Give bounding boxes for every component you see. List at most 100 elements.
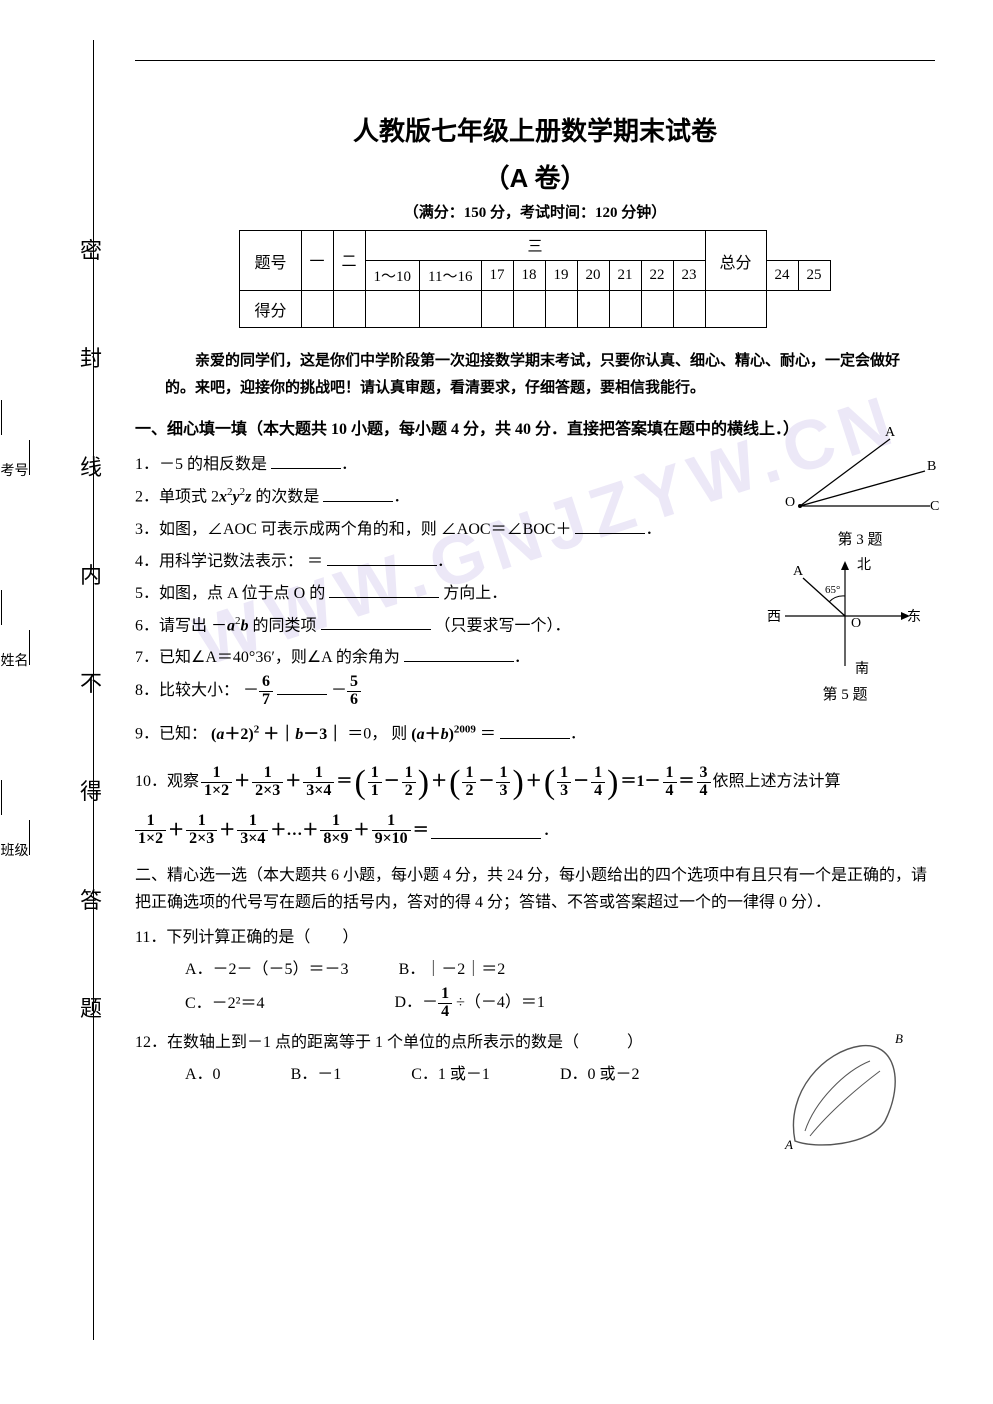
- section-header: 二: [333, 231, 365, 291]
- greeting-text: 亲爱的同学们，这是你们中学阶段第一次迎接数学期末考试，只要你认真、细心、精心、耐…: [135, 348, 935, 416]
- score-cell: [513, 291, 545, 328]
- svg-text:A: A: [784, 1137, 793, 1151]
- total-header: 总分: [705, 231, 766, 291]
- range-cell: 11～16: [420, 261, 481, 291]
- answer-blank: [321, 614, 431, 630]
- score-cell: [577, 291, 609, 328]
- q9-text-a: 9．已知：: [135, 726, 207, 743]
- q7-text-b: A＝40°36′，则: [205, 649, 306, 666]
- score-cell: [365, 291, 420, 328]
- answer-blank: [404, 646, 514, 662]
- score-cell: [420, 291, 481, 328]
- q6-text-c: （只要求写一个）．: [435, 617, 571, 634]
- range-cell: 18: [513, 261, 545, 291]
- q11-stem: 11．下列计算正确的是（ ）: [135, 929, 358, 946]
- answer-blank: [575, 518, 645, 534]
- q7-text-c: A 的余角为: [321, 649, 400, 666]
- question-7: 7．已知∠A＝40°36′，则∠A 的余角为 ．: [135, 642, 935, 674]
- row-label: 题号: [240, 231, 301, 291]
- student-info-sidebar: 考号 姓名 班级: [0, 400, 30, 860]
- answer-blank: [431, 823, 541, 839]
- binding-char: 密: [80, 240, 102, 262]
- q1-text: 1．－5 的相反数是: [135, 456, 267, 473]
- q9-text-c: ＝: [480, 726, 500, 743]
- option-b: B．｜－2｜＝2: [399, 954, 506, 986]
- option-d: D．－14 ÷（－4）＝1: [394, 986, 544, 1021]
- answer-blank: [323, 486, 393, 502]
- range-cell: 17: [481, 261, 513, 291]
- answer-blank: [500, 723, 570, 739]
- q10-text-a: 10．观察: [135, 772, 199, 791]
- q5-text-b: 方向上．: [443, 585, 507, 602]
- answer-blank: [271, 453, 341, 469]
- range-cell: 23: [673, 261, 705, 291]
- question-8: 8．比较大小： －67 －56: [135, 674, 935, 709]
- score-cell: [301, 291, 333, 328]
- q6-text-b: 的同类项: [253, 617, 317, 634]
- fraction: 67: [259, 674, 273, 709]
- score-cell: [545, 291, 577, 328]
- question-10: 10．观察 11×2＋ 12×3＋ 13×4＝ (11－12)＋ (12－13)…: [135, 765, 935, 848]
- range-cell: 19: [545, 261, 577, 291]
- option-c: C．1 或－1: [411, 1059, 490, 1091]
- score-cell: [333, 291, 365, 328]
- score-cell: [705, 291, 766, 328]
- section-header: 三: [365, 231, 705, 261]
- option-b: B．－1: [291, 1059, 342, 1091]
- student-name-label: 姓名: [1, 590, 30, 670]
- range-cell: 20: [577, 261, 609, 291]
- exam-content: 人教版七年级上册数学期末试卷 （A 卷） （满分：150 分，考试时间：120 …: [135, 60, 935, 1091]
- question-6: 6．请写出 －a2b 的同类项 （只要求写一个）．: [135, 610, 935, 642]
- class-label: 班级: [1, 780, 30, 860]
- question-11: 11．下列计算正确的是（ ）: [135, 922, 935, 954]
- range-cell: 24: [766, 261, 798, 291]
- section-header: 一: [301, 231, 333, 291]
- question-5: 5．如图，点 A 位于点 O 的 方向上．: [135, 578, 935, 610]
- option-d: D．0 或－2: [560, 1059, 640, 1091]
- row-label: 得分: [240, 291, 301, 328]
- fraction: 56: [347, 674, 361, 709]
- binding-char: 得: [80, 781, 102, 803]
- q2-text-a: 2．单项式 2: [135, 489, 219, 506]
- section2-head: 二、精心选一选（本大题共 6 小题，每小题 4 分，共 24 分，每小题给出的四…: [135, 862, 935, 916]
- binding-char: 封: [80, 348, 102, 370]
- score-cell: [673, 291, 705, 328]
- question-9: 9．已知： (a＋2)2 ＋｜b－3｜ ＝0， 则 (a＋b)2009 ＝ ．: [135, 718, 935, 750]
- exam-subtitle: （A 卷）: [135, 158, 935, 195]
- score-cell: [641, 291, 673, 328]
- q11-options: A．－2－（－5）＝－3 B．｜－2｜＝2 C．－2²＝4 D．－14 ÷（－4…: [135, 954, 935, 1021]
- option-c: C．－2²＝4: [185, 988, 264, 1020]
- option-a: A．0: [185, 1059, 221, 1091]
- binding-char: 内: [80, 565, 102, 587]
- q12-stem: 12．在数轴上到－1 点的距离等于 1 个单位的点所表示的数是（ ）: [135, 1034, 643, 1051]
- q6-text-a: 6．请写出 －: [135, 617, 227, 634]
- range-cell: 21: [609, 261, 641, 291]
- question-2: 2．单项式 2x2y2z 的次数是 ．: [135, 481, 935, 513]
- q7-text-a: 7．已知: [135, 649, 191, 666]
- binding-char: 题: [80, 998, 102, 1020]
- q3-text: 3．如图，∠AOC 可表示成两个角的和，则 ∠AOC＝∠BOC＋: [135, 521, 571, 538]
- score-cell: [609, 291, 641, 328]
- binding-characters: 密 封 线 内 不 得 答 题: [80, 240, 102, 1020]
- answer-blank: [277, 679, 327, 695]
- score-table: 题号 一 二 三 总分 1～10 11～16 17 18 19 20 21 22…: [239, 230, 830, 328]
- q4-text: 4．用科学记数法表示： ＝: [135, 553, 323, 570]
- range-cell: 1～10: [365, 261, 420, 291]
- decorative-figure: B A: [775, 1031, 915, 1151]
- exam-title: 人教版七年级上册数学期末试卷: [135, 111, 935, 148]
- q5-text-a: 5．如图，点 A 位于点 O 的: [135, 585, 325, 602]
- question-4: 4．用科学记数法表示： ＝ ．: [135, 546, 935, 578]
- q10-tail: 依照上述方法计算: [713, 772, 841, 791]
- range-cell: 22: [641, 261, 673, 291]
- svg-text:B: B: [895, 1031, 903, 1046]
- q2-text-b: 的次数是: [255, 489, 319, 506]
- option-a: A．－2－（－5）＝－3: [185, 954, 349, 986]
- q9-text-b: ＝0， 则: [347, 726, 407, 743]
- answer-blank: [329, 582, 439, 598]
- binding-char: 不: [80, 673, 102, 695]
- binding-char: 答: [80, 890, 102, 912]
- exam-number-label: 考号: [1, 400, 30, 480]
- range-cell: 25: [798, 261, 830, 291]
- answer-blank: [327, 550, 437, 566]
- q8-text: 8．比较大小：: [135, 682, 239, 699]
